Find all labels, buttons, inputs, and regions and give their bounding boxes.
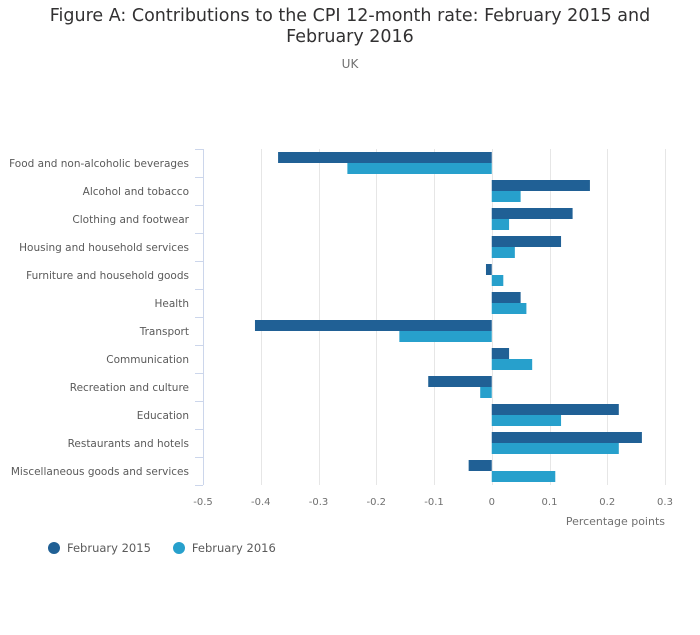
category-label: Furniture and household goods bbox=[26, 270, 189, 282]
bar-2015[interactable] bbox=[278, 152, 492, 163]
bar-2016[interactable] bbox=[491, 471, 556, 482]
bar-2015[interactable] bbox=[491, 208, 573, 219]
bar-2015[interactable] bbox=[491, 292, 521, 303]
legend-label-2015: February 2015 bbox=[67, 541, 151, 555]
chart-subtitle: UK bbox=[341, 57, 359, 71]
bar-2015[interactable] bbox=[491, 180, 590, 191]
category-label: Education bbox=[137, 410, 189, 422]
x-tick-label: 0.2 bbox=[599, 497, 615, 508]
category-label: Recreation and culture bbox=[70, 382, 189, 394]
category-label: Communication bbox=[106, 354, 189, 366]
category-label: Clothing and footwear bbox=[72, 214, 189, 226]
x-tick-label: 0.1 bbox=[542, 497, 558, 508]
bar-2016[interactable] bbox=[399, 331, 492, 342]
legend: February 2015 February 2016 bbox=[48, 541, 276, 555]
bar-2016[interactable] bbox=[491, 415, 562, 426]
category-label: Alcohol and tobacco bbox=[83, 186, 189, 198]
bar-2016[interactable] bbox=[480, 387, 492, 398]
bars bbox=[254, 152, 642, 482]
bar-2015[interactable] bbox=[491, 348, 510, 359]
x-axis-title: Percentage points bbox=[566, 515, 665, 528]
x-tick-label: -0.2 bbox=[366, 497, 386, 508]
category-label: Food and non-alcoholic beverages bbox=[9, 158, 189, 170]
bar-2015[interactable] bbox=[491, 236, 562, 247]
chart-title: Figure A: Contributions to the CPI 12-mo… bbox=[0, 6, 700, 48]
chart-title-line-2: February 2016 bbox=[286, 27, 414, 47]
category-label: Transport bbox=[139, 326, 189, 338]
bar-2015[interactable] bbox=[428, 376, 492, 387]
bar-2016[interactable] bbox=[491, 303, 527, 314]
category-label: Housing and household services bbox=[19, 242, 189, 254]
bar-2015[interactable] bbox=[254, 320, 492, 331]
legend-label-2016: February 2016 bbox=[191, 541, 276, 555]
x-tick-label: 0 bbox=[489, 497, 495, 508]
category-axis bbox=[195, 149, 204, 486]
bar-2016[interactable] bbox=[491, 359, 533, 370]
legend-marker-2016 bbox=[172, 542, 185, 554]
category-label: Restaurants and hotels bbox=[68, 438, 189, 450]
gridlines bbox=[261, 149, 666, 485]
bar-2015[interactable] bbox=[491, 432, 642, 443]
x-tick-label: -0.1 bbox=[424, 497, 444, 508]
bar-2016[interactable] bbox=[347, 163, 492, 174]
x-tick-label: 0.3 bbox=[657, 497, 673, 508]
chart-title-line-1: Figure A: Contributions to the CPI 12-mo… bbox=[49, 6, 651, 26]
category-labels: Food and non-alcoholic beverages Alcohol … bbox=[9, 158, 190, 478]
legend-item-2015[interactable]: February 2015 bbox=[48, 541, 151, 555]
x-tick-label: -0.5 bbox=[193, 497, 213, 508]
category-label: Miscellaneous goods and services bbox=[11, 466, 189, 478]
x-tick-label: -0.4 bbox=[251, 497, 271, 508]
bar-2015[interactable] bbox=[468, 460, 492, 471]
legend-marker-2015 bbox=[48, 542, 60, 554]
bar-2016[interactable] bbox=[491, 219, 510, 230]
bar-2015[interactable] bbox=[485, 264, 492, 275]
bar-2016[interactable] bbox=[491, 443, 619, 454]
bar-2016[interactable] bbox=[491, 247, 515, 258]
x-tick-label: -0.3 bbox=[309, 497, 329, 508]
x-tick-labels: -0.5 -0.4 -0.3 -0.2 -0.1 0 0.1 0.2 0.3 bbox=[193, 497, 673, 508]
bar-2016[interactable] bbox=[491, 191, 521, 202]
category-label: Health bbox=[155, 298, 189, 310]
legend-item-2016[interactable]: February 2016 bbox=[172, 541, 276, 555]
bar-2016[interactable] bbox=[491, 275, 504, 286]
bar-2015[interactable] bbox=[491, 404, 619, 415]
